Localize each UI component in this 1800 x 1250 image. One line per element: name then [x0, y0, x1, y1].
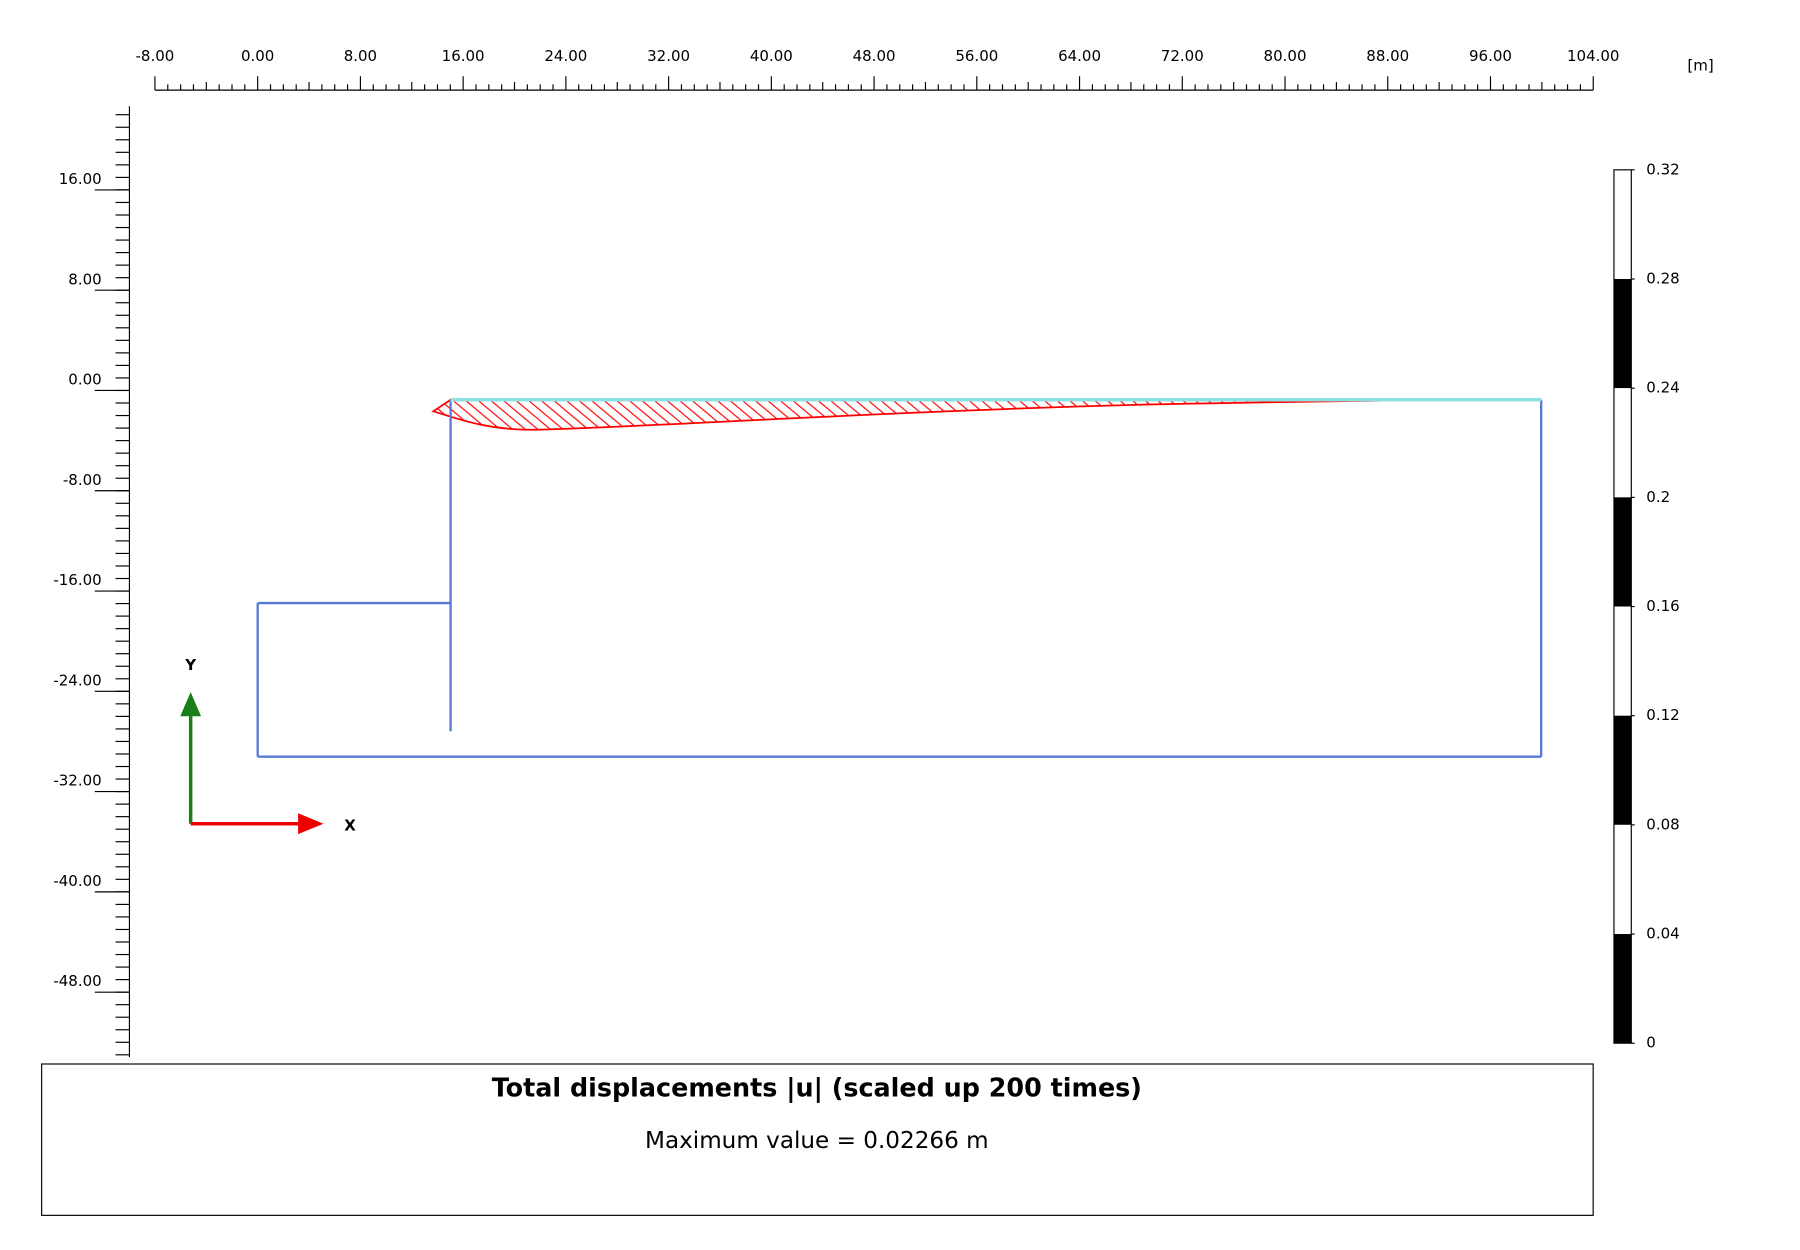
x-tick-label: 48.00 — [853, 47, 896, 65]
y-tick-label: -8.00 — [63, 471, 102, 489]
x-tick-label: 56.00 — [955, 47, 998, 65]
x-tick-label: 96.00 — [1469, 47, 1512, 65]
caption-box — [41, 1063, 1594, 1216]
legend-band — [1613, 934, 1632, 1044]
x-tick-label: 104.00 — [1567, 47, 1620, 65]
y-tick-label: -16.00 — [53, 571, 101, 589]
x-tick-label: 40.00 — [750, 47, 793, 65]
legend-tick-label: 0.2 — [1646, 488, 1670, 506]
caption-title: Total displacements |u| (scaled up 200 t… — [492, 1072, 1142, 1102]
legend-tick-label: 0.24 — [1646, 379, 1679, 397]
y-tick-label: 8.00 — [68, 270, 101, 288]
legend-band — [1613, 715, 1632, 825]
y-tick-label: 0.00 — [68, 371, 101, 389]
x-glyph-label: X — [344, 817, 356, 835]
legend-band — [1613, 388, 1632, 498]
x-tick-label: 0.00 — [241, 47, 274, 65]
legend-tick-label: 0.08 — [1646, 815, 1679, 833]
x-tick-label: 16.00 — [442, 47, 485, 65]
x-tick-label: 32.00 — [647, 47, 690, 65]
x-tick-label: 24.00 — [544, 47, 587, 65]
y-tick-label: -48.00 — [53, 972, 101, 990]
model-geometry — [256, 399, 1543, 758]
x-tick-label: 88.00 — [1366, 47, 1409, 65]
y-tick-label: -40.00 — [53, 872, 101, 890]
legend-tick-label: 0.32 — [1646, 160, 1679, 178]
legend-band — [1613, 497, 1632, 607]
legend-tick-label: 0 — [1646, 1034, 1656, 1052]
x-tick-label: 72.00 — [1161, 47, 1204, 65]
x-tick-label: 64.00 — [1058, 47, 1101, 65]
legend-tick-label: 0.28 — [1646, 269, 1679, 287]
displacement-shade — [431, 398, 1542, 431]
legend-band — [1613, 824, 1632, 935]
legend-band — [1613, 278, 1632, 389]
legend-tick-label: 0.04 — [1646, 925, 1679, 943]
legend-band — [1613, 169, 1632, 279]
y-arrow-head — [180, 692, 202, 717]
legend-band — [1613, 606, 1632, 716]
y-glyph-label: Y — [184, 656, 197, 674]
y-tick-label: -24.00 — [53, 671, 101, 689]
x-arrow-head — [298, 813, 324, 835]
y-tick-label: 16.00 — [59, 170, 102, 188]
legend-tick-label: 0.16 — [1646, 597, 1679, 615]
caption-subtitle: Maximum value = 0.02266 m — [645, 1128, 989, 1154]
x-tick-label: 8.00 — [344, 47, 377, 65]
unit-label: [m] — [1687, 56, 1713, 74]
legend-tick-label: 0.12 — [1646, 706, 1679, 724]
y-tick-label: -32.00 — [53, 772, 101, 790]
x-tick-label: 80.00 — [1264, 47, 1307, 65]
x-tick-label: -8.00 — [136, 47, 175, 65]
